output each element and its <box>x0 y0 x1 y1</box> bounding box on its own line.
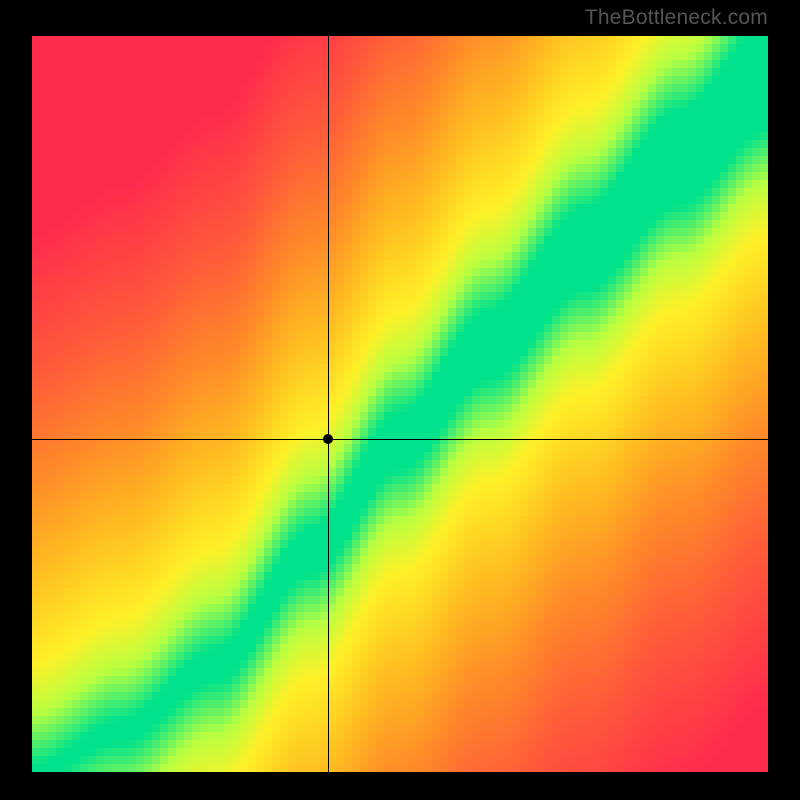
crosshair-marker <box>323 434 333 444</box>
crosshair-horizontal <box>32 439 768 440</box>
crosshair-vertical <box>328 36 329 772</box>
watermark-text: TheBottleneck.com <box>585 6 768 30</box>
bottleneck-heatmap <box>32 36 768 772</box>
heatmap-canvas <box>32 36 768 772</box>
